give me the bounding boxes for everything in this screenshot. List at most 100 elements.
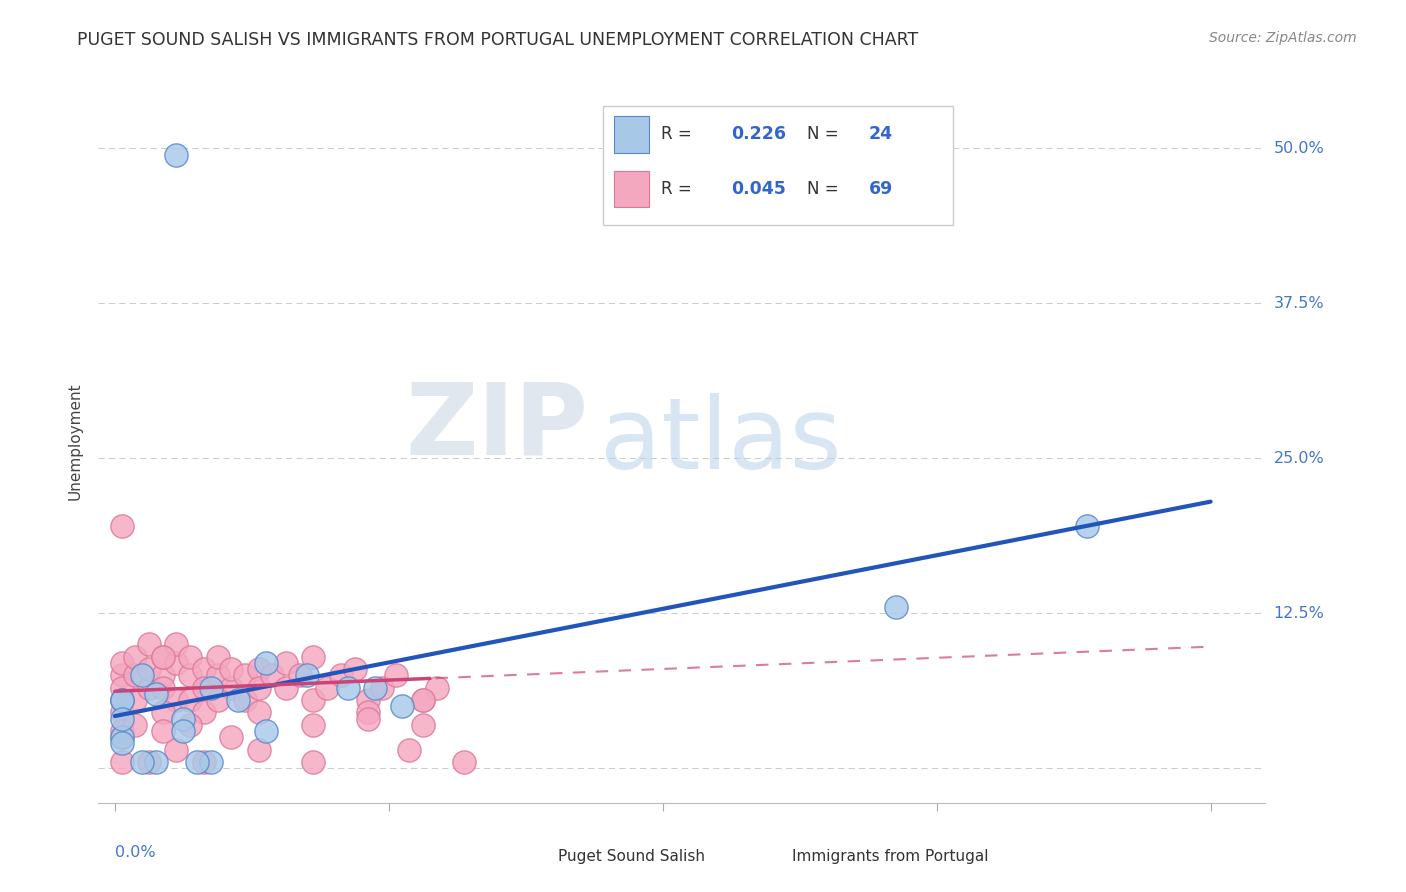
- Text: N =: N =: [807, 126, 844, 144]
- Point: [357, 712, 380, 726]
- Point: [172, 712, 194, 726]
- Point: [884, 599, 907, 614]
- Point: [138, 681, 160, 695]
- Point: [207, 668, 229, 682]
- Point: [193, 706, 215, 720]
- Point: [179, 693, 201, 707]
- Point: [219, 681, 242, 695]
- Point: [336, 681, 359, 695]
- FancyBboxPatch shape: [603, 105, 953, 225]
- Point: [124, 717, 146, 731]
- Point: [357, 693, 380, 707]
- Point: [152, 681, 174, 695]
- Text: 0.226: 0.226: [731, 126, 786, 144]
- Point: [186, 755, 208, 769]
- Point: [111, 519, 134, 533]
- Point: [166, 637, 188, 651]
- Text: PUGET SOUND SALISH VS IMMIGRANTS FROM PORTUGAL UNEMPLOYMENT CORRELATION CHART: PUGET SOUND SALISH VS IMMIGRANTS FROM PO…: [77, 31, 918, 49]
- Point: [111, 736, 134, 750]
- Point: [193, 755, 215, 769]
- Y-axis label: Unemployment: Unemployment: [67, 383, 83, 500]
- Text: R =: R =: [661, 179, 697, 198]
- Point: [384, 668, 406, 682]
- Point: [152, 706, 174, 720]
- Point: [145, 687, 167, 701]
- Point: [302, 693, 325, 707]
- Point: [262, 668, 284, 682]
- Point: [412, 717, 434, 731]
- Bar: [614, 116, 650, 153]
- Point: [1076, 519, 1098, 533]
- Point: [274, 681, 297, 695]
- Point: [111, 730, 134, 744]
- Point: [247, 681, 270, 695]
- Point: [193, 681, 215, 695]
- Point: [302, 649, 325, 664]
- Point: [200, 755, 222, 769]
- Point: [233, 693, 256, 707]
- Point: [179, 717, 201, 731]
- Point: [316, 681, 339, 695]
- Point: [226, 693, 249, 707]
- Text: R =: R =: [661, 126, 697, 144]
- Point: [166, 147, 188, 161]
- Point: [131, 668, 153, 682]
- Point: [193, 662, 215, 676]
- Point: [343, 662, 366, 676]
- Point: [426, 681, 449, 695]
- Text: ZIP: ZIP: [406, 378, 589, 475]
- Point: [111, 681, 134, 695]
- Point: [111, 656, 134, 670]
- Point: [364, 681, 387, 695]
- Text: 0.045: 0.045: [731, 179, 786, 198]
- Point: [166, 742, 188, 756]
- Point: [124, 693, 146, 707]
- Point: [412, 693, 434, 707]
- Point: [138, 662, 160, 676]
- Bar: [614, 170, 650, 207]
- Point: [200, 681, 222, 695]
- Point: [131, 755, 153, 769]
- Text: 24: 24: [869, 126, 893, 144]
- Point: [111, 723, 134, 738]
- Point: [247, 662, 270, 676]
- Text: N =: N =: [807, 179, 844, 198]
- Point: [145, 755, 167, 769]
- Point: [412, 693, 434, 707]
- Point: [138, 637, 160, 651]
- Point: [124, 649, 146, 664]
- Text: Puget Sound Salish: Puget Sound Salish: [558, 849, 706, 863]
- Point: [152, 649, 174, 664]
- Text: 69: 69: [869, 179, 893, 198]
- Point: [219, 662, 242, 676]
- Point: [329, 668, 352, 682]
- Text: Immigrants from Portugal: Immigrants from Portugal: [792, 849, 988, 863]
- Point: [357, 706, 380, 720]
- Text: 0.0%: 0.0%: [115, 845, 156, 860]
- Point: [219, 730, 242, 744]
- Point: [111, 693, 134, 707]
- Bar: [752, 845, 782, 868]
- Point: [391, 699, 413, 714]
- Text: 25.0%: 25.0%: [1274, 450, 1324, 466]
- Bar: [519, 845, 548, 868]
- Point: [207, 693, 229, 707]
- Point: [138, 755, 160, 769]
- Text: 50.0%: 50.0%: [1274, 141, 1324, 156]
- Point: [233, 668, 256, 682]
- Point: [179, 649, 201, 664]
- Point: [111, 730, 134, 744]
- Point: [179, 668, 201, 682]
- Point: [111, 712, 134, 726]
- Point: [166, 656, 188, 670]
- Text: 12.5%: 12.5%: [1274, 606, 1324, 621]
- Point: [247, 742, 270, 756]
- Point: [302, 717, 325, 731]
- Point: [152, 668, 174, 682]
- Point: [111, 693, 134, 707]
- Point: [247, 706, 270, 720]
- Point: [302, 755, 325, 769]
- Point: [453, 755, 475, 769]
- Point: [111, 693, 134, 707]
- Point: [254, 656, 277, 670]
